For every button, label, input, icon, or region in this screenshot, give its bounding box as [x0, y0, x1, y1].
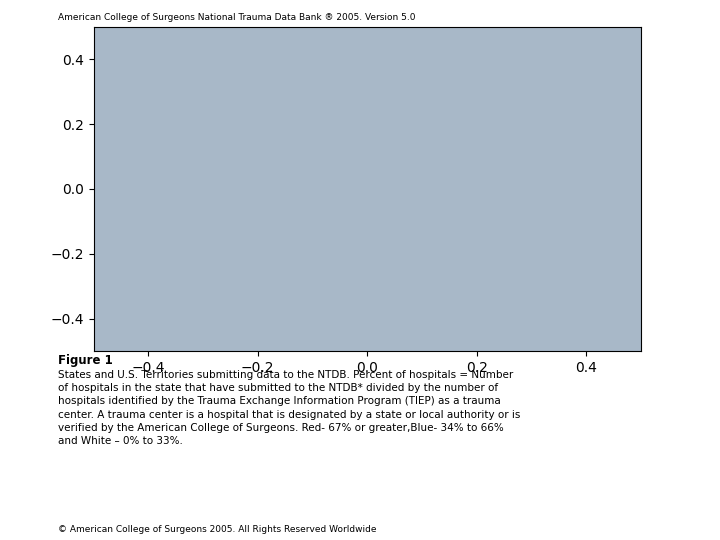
Text: States and U.S. Territories submitting data to the NTDB. Percent of hospitals = : States and U.S. Territories submitting d…	[58, 370, 520, 446]
Text: Figure 1: Figure 1	[58, 354, 112, 367]
Text: American College of Surgeons National Trauma Data Bank ® 2005. Version 5.0: American College of Surgeons National Tr…	[58, 14, 415, 23]
Text: © American College of Surgeons 2005. All Rights Reserved Worldwide: © American College of Surgeons 2005. All…	[58, 524, 376, 534]
